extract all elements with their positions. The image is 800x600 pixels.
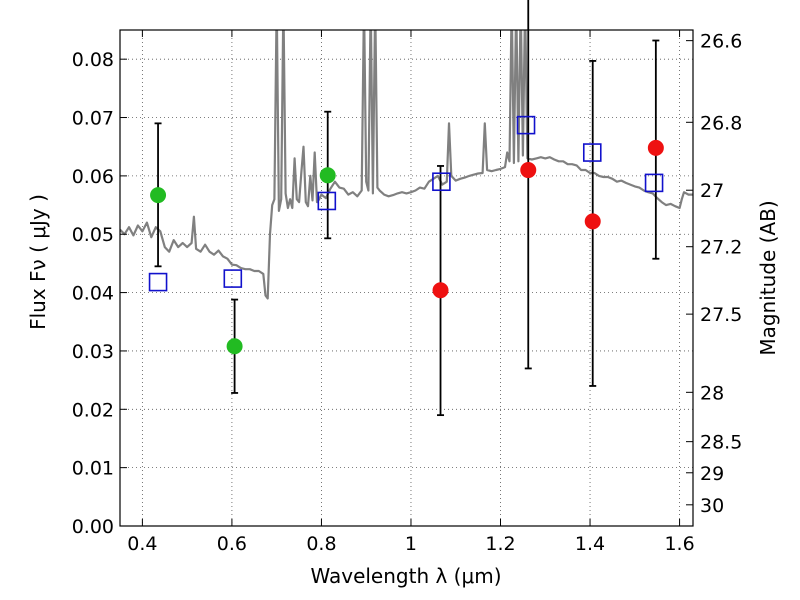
y-tick-label: 0.08 [72, 49, 114, 71]
x-axis-ticks: 0.4 0.6 0.8 1 1.2 1.4 1.6 [127, 30, 695, 555]
x-tick-label: 0.6 [217, 533, 247, 555]
y-tick-label: 0.07 [72, 108, 114, 130]
blue-model-square [582, 143, 602, 162]
blue-model-square [432, 172, 451, 192]
y-tick-label: 0.06 [72, 166, 114, 188]
blue-model-square [148, 272, 168, 292]
blue-model-square [516, 115, 536, 135]
grid-lines [120, 30, 693, 527]
right-tick-label: 30 [700, 495, 724, 517]
x-tick-label: 1.2 [485, 533, 515, 555]
right-tick-label: 27 [700, 180, 724, 202]
x-tick-label: 1 [405, 533, 417, 555]
right-tick-label: 27.5 [700, 304, 742, 326]
green-data-point [150, 187, 167, 204]
x-axis-label: Wavelength λ (μm) [310, 564, 501, 588]
right-tick-label: 28 [700, 382, 724, 404]
right-tick-label: 27.2 [700, 237, 742, 259]
red-data-point [647, 139, 664, 156]
plot-frame [119, 29, 694, 527]
red-data-point [432, 282, 449, 299]
y-tick-label: 0.05 [72, 224, 114, 246]
right-tick-label: 26.6 [700, 31, 742, 53]
blue-model-square [223, 269, 243, 288]
y-axis-label: Flux Fν ( μJy ) [26, 194, 50, 330]
y-tick-label: 0.00 [72, 516, 114, 538]
green-data-point [226, 338, 243, 355]
y-tick-label: 0.01 [72, 458, 114, 480]
y-tick-label: 0.04 [72, 283, 114, 305]
data-markers [148, 115, 664, 355]
y-tick-label: 0.02 [72, 399, 114, 421]
x-tick-label: 1.6 [664, 533, 694, 555]
blue-model-square [644, 173, 664, 193]
right-axis-label: Magnitude (AB) [756, 200, 780, 355]
x-tick-label: 1.4 [575, 533, 605, 555]
x-tick-label: 0.4 [127, 533, 157, 555]
right-tick-label: 29 [700, 463, 724, 485]
model-spectrum-group [120, 30, 693, 300]
right-axis-ticks: 26.6 26.8 27 27.2 27.5 28 28.5 29 30 [686, 31, 742, 517]
x-tick-label: 0.8 [306, 533, 336, 555]
y-axis-ticks: 0.00 0.01 0.02 0.03 0.04 0.05 0.06 0.07 0.08 [72, 49, 127, 538]
red-data-point [520, 162, 537, 179]
green-data-point [319, 167, 336, 184]
right-tick-label: 28.5 [700, 432, 742, 454]
y-tick-label: 0.03 [72, 341, 114, 363]
model-spectrum-line [120, 30, 693, 300]
red-data-point [584, 213, 601, 230]
blue-model-square [317, 191, 337, 211]
right-tick-label: 26.8 [700, 112, 742, 134]
